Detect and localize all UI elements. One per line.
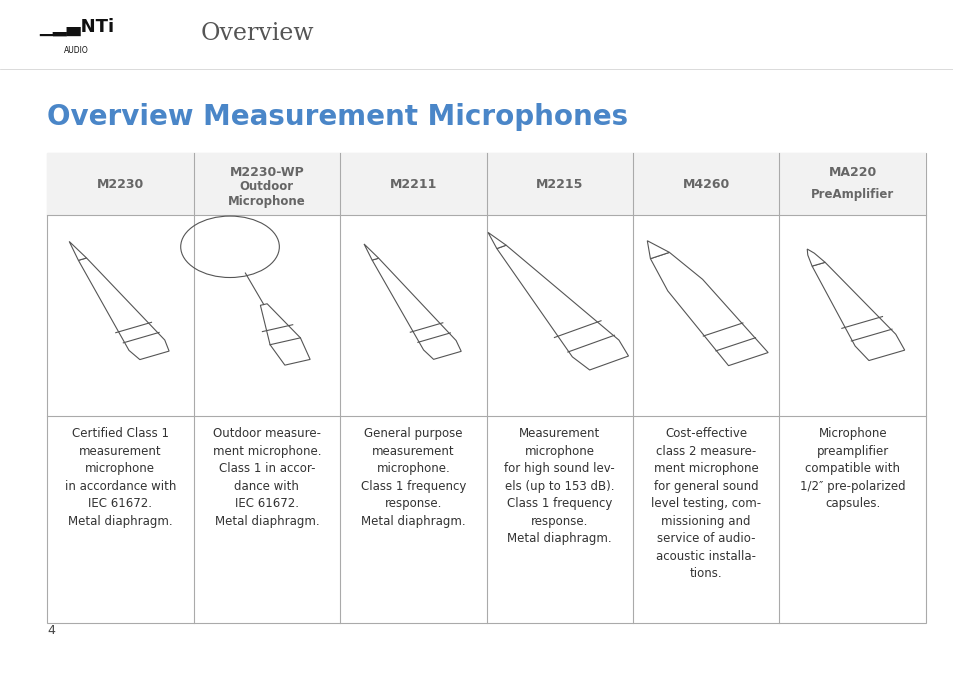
Polygon shape	[488, 232, 506, 248]
Polygon shape	[806, 249, 824, 266]
Polygon shape	[650, 252, 767, 365]
Polygon shape	[372, 258, 460, 359]
Polygon shape	[70, 242, 87, 260]
Bar	[47, 153, 925, 215]
Text: Cost-effective
class 2 measure-
ment microphone
for general sound
level testing,: Cost-effective class 2 measure- ment mic…	[651, 427, 760, 580]
Text: Certified Class 1
measurement
microphone
in accordance with
IEC 61672.
Metal dia: Certified Class 1 measurement microphone…	[65, 427, 176, 528]
Text: Outdoor
Microphone: Outdoor Microphone	[228, 180, 305, 208]
Text: M4260: M4260	[682, 178, 729, 190]
Text: ▁▂▄NTi: ▁▂▄NTi	[39, 17, 113, 36]
Text: M2215: M2215	[536, 178, 583, 190]
Text: General purpose
measurement
microphone.
Class 1 frequency
response.
Metal diaphr: General purpose measurement microphone. …	[360, 427, 465, 528]
Text: Outdoor measure-
ment microphone.
Class 1 in accor-
dance with
IEC 61672.
Metal : Outdoor measure- ment microphone. Class …	[213, 427, 321, 528]
Polygon shape	[78, 258, 169, 359]
Text: MA220: MA220	[828, 166, 876, 180]
Text: PreAmplifier: PreAmplifier	[810, 188, 893, 201]
Text: AUDIO: AUDIO	[64, 46, 89, 55]
Bar	[47, 153, 925, 623]
Polygon shape	[364, 244, 378, 260]
Text: 4: 4	[47, 624, 55, 637]
Text: Overview: Overview	[200, 22, 314, 45]
Text: Measurement
microphone
for high sound lev-
els (up to 153 dB).
Class 1 frequency: Measurement microphone for high sound le…	[504, 427, 615, 545]
Text: Microphone
preamplifier
compatible with
1/2″ pre-polarized
capsules.: Microphone preamplifier compatible with …	[799, 427, 904, 510]
Text: Overview Measurement Microphones: Overview Measurement Microphones	[47, 103, 628, 131]
Polygon shape	[260, 304, 310, 365]
Text: M2230-WP: M2230-WP	[230, 166, 304, 180]
Polygon shape	[647, 241, 669, 258]
Polygon shape	[497, 245, 628, 370]
Text: M2211: M2211	[389, 178, 436, 190]
Polygon shape	[811, 262, 903, 361]
Text: M2230: M2230	[96, 178, 144, 190]
